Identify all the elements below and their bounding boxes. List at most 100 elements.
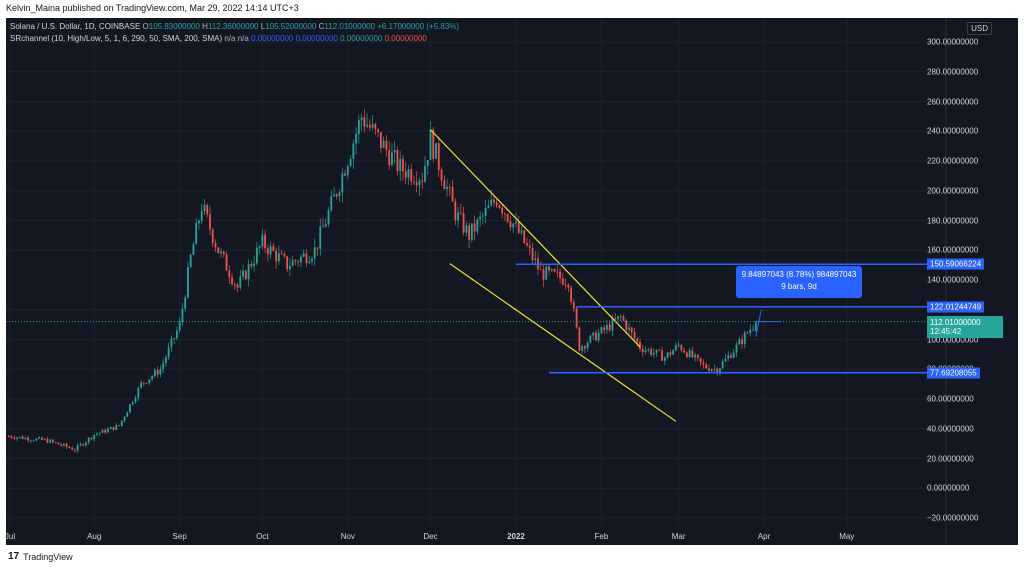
candle-body [385, 140, 388, 150]
indicator-legend[interactable]: SRchannel (10, High/Low, 5, 1, 6, 290, 5… [10, 34, 427, 43]
candle-body [517, 221, 520, 233]
candle-body [134, 397, 137, 403]
candle-body [7, 436, 10, 437]
candle-body [446, 186, 448, 190]
price-tick-label: 280.00000000 [927, 67, 979, 77]
measure-tooltip[interactable]: 9.84897043 (8.78%) 984897043 9 bars, 9d [736, 266, 862, 298]
candle-body [393, 150, 396, 153]
candle-body [708, 368, 710, 371]
candle-body [250, 264, 253, 267]
candle-body [355, 133, 357, 144]
candle-body [29, 440, 32, 442]
candle-body [493, 199, 495, 203]
close-value: 112.01000000 [324, 22, 375, 31]
candle-body [501, 207, 504, 214]
candle-body [206, 204, 209, 215]
current-price-value: 112.01000000 [930, 317, 981, 327]
candle-body [639, 341, 641, 350]
time-tick-label: Apr [757, 532, 771, 541]
channel-lower-line [449, 263, 677, 422]
candle-body [691, 350, 694, 358]
candle-body [266, 248, 269, 255]
candle-body [93, 434, 96, 440]
candle-body [151, 376, 153, 380]
candle-body [258, 246, 261, 248]
candle-body [98, 432, 101, 434]
candle-body [200, 211, 203, 221]
close-label: C [318, 22, 325, 31]
candle-body [176, 330, 178, 339]
candle-body [396, 150, 399, 172]
lower-level-badge: 77.69208055 [927, 367, 980, 379]
channel-upper-line [430, 129, 641, 348]
candle-body [233, 283, 236, 285]
candle-body [363, 117, 366, 127]
candle-body [578, 327, 581, 351]
price-chart[interactable] [6, 18, 1018, 545]
candle-body [302, 253, 305, 257]
candle-body [43, 439, 46, 440]
candle-body [404, 171, 407, 178]
indicator-na-1: n/a [224, 34, 236, 43]
candle-body [13, 437, 16, 439]
candle-body [76, 445, 79, 451]
candle-body [680, 345, 683, 351]
candle-body [344, 173, 346, 176]
candle-body [35, 438, 38, 441]
candle-body [18, 436, 21, 438]
candle-body [74, 449, 76, 451]
candle-body [211, 229, 214, 243]
candle-body [297, 261, 300, 263]
candle-body [730, 355, 732, 358]
candle-body [374, 124, 377, 130]
candle-body [418, 180, 421, 186]
candle-body [561, 278, 564, 285]
candle-body [217, 247, 220, 254]
time-tick-label: 2022 [507, 532, 525, 541]
candle-body [24, 437, 27, 440]
candle-body [641, 349, 644, 353]
candle-body [597, 333, 600, 341]
chart-frame[interactable]: Solana / U.S. Dollar, 1D, COINBASE O105.… [5, 18, 1018, 545]
candle-body [666, 352, 669, 358]
candle-body [622, 316, 625, 321]
candle-body [46, 439, 49, 443]
low-value: 105.52000000 [265, 22, 317, 31]
candle-body [220, 251, 222, 254]
candle-body [575, 308, 578, 328]
candle-body [495, 202, 498, 206]
candle-body [586, 342, 589, 349]
candle-body [145, 383, 148, 384]
candle-body [123, 416, 126, 421]
candle-body [481, 215, 484, 217]
candle-body [429, 129, 432, 160]
candle-body [559, 271, 561, 279]
candle-body [16, 437, 18, 439]
candle-body [399, 159, 402, 172]
currency-button[interactable]: USD [967, 22, 992, 35]
candle-body [96, 433, 98, 435]
candle-body [51, 439, 54, 442]
candle-body [451, 187, 454, 202]
candle-body [413, 181, 415, 183]
candle-body [338, 192, 341, 197]
candle-body [159, 369, 162, 375]
candle-body [62, 443, 65, 446]
candle-body [550, 269, 553, 271]
candle-body [743, 332, 746, 344]
footer[interactable]: 17 TradingView [8, 551, 73, 562]
candle-body [407, 169, 410, 178]
candle-body [170, 338, 173, 348]
candle-body [222, 251, 225, 255]
candle-body [583, 346, 586, 349]
candle-body [142, 382, 145, 384]
candle-body [236, 284, 239, 288]
candle-body [87, 437, 90, 443]
candle-body [68, 446, 71, 449]
candle-body [187, 266, 189, 298]
bar-countdown: 12:45:42 [930, 326, 962, 336]
candle-body [617, 316, 619, 320]
candle-body [341, 173, 344, 193]
candle-body [38, 437, 40, 439]
candle-body [606, 324, 608, 330]
